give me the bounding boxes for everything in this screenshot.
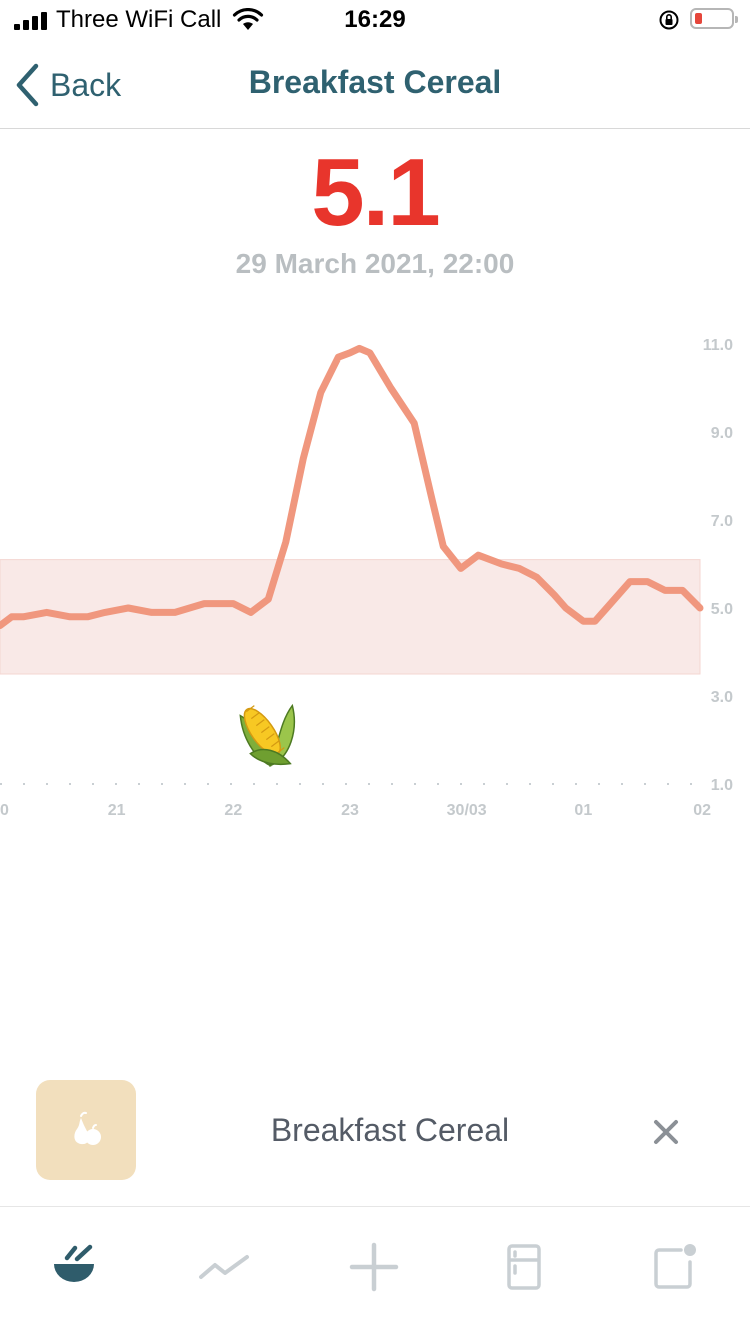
- status-bar: Three WiFi Call 16:29: [0, 0, 750, 40]
- x-tick-label: 22: [224, 802, 242, 819]
- y-tick-label: 3.0: [711, 689, 733, 706]
- status-time: 16:29: [344, 6, 406, 33]
- notes-icon: [654, 1244, 696, 1289]
- rotation-lock-icon: [659, 10, 679, 30]
- back-label: Back: [50, 66, 122, 103]
- bowl-icon: [54, 1244, 94, 1282]
- tab-add[interactable]: [344, 1237, 404, 1297]
- y-tick-label: 11.0: [703, 337, 733, 354]
- tab-trends[interactable]: [194, 1237, 254, 1297]
- chevron-left-icon: [16, 63, 39, 107]
- plus-icon: [349, 1242, 399, 1292]
- fruit-icon: [74, 1111, 101, 1145]
- glucose-line: [0, 344, 704, 630]
- trend-icon: [199, 1255, 249, 1279]
- fridge-icon: [507, 1244, 541, 1290]
- glucose-chart[interactable]: 11.0 9.0 7.0 5.0 3.0 1.0 0 21 22 23 30/03 01 02: [0, 320, 750, 830]
- x-tick-label: 23: [341, 802, 359, 819]
- target-range-band: [0, 559, 701, 675]
- back-button[interactable]: Back: [14, 60, 121, 110]
- x-tick-label: 30/03: [447, 802, 487, 819]
- reading-timestamp: 29 March 2021, 22:00: [235, 248, 515, 279]
- remove-food-button[interactable]: [646, 1112, 686, 1152]
- tab-meals[interactable]: [44, 1237, 104, 1297]
- tab-fridge[interactable]: [494, 1237, 554, 1297]
- y-tick-label: 7.0: [711, 513, 733, 530]
- y-tick-label: 9.0: [711, 425, 733, 442]
- x-tick-label: 01: [574, 802, 592, 819]
- y-tick-label: 1.0: [711, 777, 733, 794]
- carrier-name: Three WiFi Call: [56, 6, 222, 33]
- food-name: Breakfast Cereal: [270, 1112, 510, 1148]
- x-tick-label: 02: [693, 802, 711, 819]
- x-tick-label: 0: [0, 802, 9, 819]
- signal-strength-icon: [14, 12, 47, 30]
- close-icon: [654, 1120, 678, 1144]
- glucose-reading: 5.1: [311, 139, 440, 246]
- battery-icon: [690, 8, 738, 29]
- food-entry-row[interactable]: Breakfast Cereal: [0, 1068, 750, 1207]
- tab-notes[interactable]: [644, 1237, 704, 1297]
- x-tick-label: 21: [108, 802, 126, 819]
- navigation-bar: Back Breakfast Cereal: [0, 40, 750, 129]
- corn-icon: [239, 703, 296, 767]
- food-thumbnail: [36, 1080, 136, 1180]
- tab-bar: [0, 1207, 750, 1334]
- y-tick-label: 5.0: [711, 601, 733, 618]
- wifi-icon: [232, 8, 264, 30]
- page-title: Breakfast Cereal: [248, 64, 502, 100]
